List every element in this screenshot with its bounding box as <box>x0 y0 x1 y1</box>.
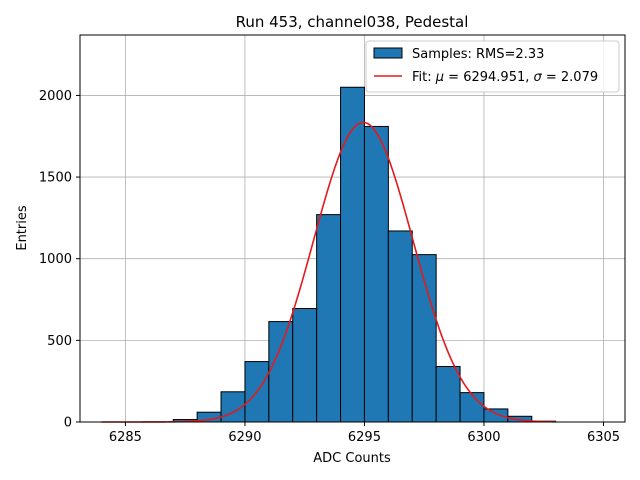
legend: Samples: RMS=2.33 Fit: μ = 6294.951, σ =… <box>365 40 620 93</box>
histogram-bar <box>268 321 294 423</box>
x-tick-label: 6285 <box>109 430 142 445</box>
chart-title: Run 453, channel038, Pedestal <box>236 13 469 31</box>
histogram-bar <box>292 308 318 423</box>
histogram-bars <box>172 86 557 423</box>
x-tick-label: 6295 <box>348 430 381 445</box>
y-tick-label: 2000 <box>39 89 72 104</box>
histogram-bar <box>363 125 389 423</box>
y-tick-label: 1000 <box>39 252 72 267</box>
legend-box <box>365 40 620 93</box>
x-axis-label: ADC Counts <box>313 451 391 466</box>
y-tick-label: 500 <box>47 334 72 349</box>
y-tick-label: 0 <box>64 416 72 431</box>
plot-frame <box>79 34 626 423</box>
histogram-bar <box>387 230 413 423</box>
legend-histogram-label: Samples: RMS=2.33 <box>412 47 544 62</box>
histogram-bar <box>340 86 365 423</box>
y-axis-label: Entries <box>15 205 30 251</box>
y-axis-ticks: 0 500 1000 1500 2000 <box>39 89 80 431</box>
legend-fit-label: Fit: μ = 6294.951, σ = 2.079 <box>412 70 598 85</box>
x-tick-label: 6290 <box>228 430 261 445</box>
y-tick-label: 1500 <box>39 171 72 186</box>
x-tick-label: 6300 <box>467 430 500 445</box>
x-axis-ticks: 6285 6290 6295 6300 6305 <box>109 422 620 445</box>
histogram-bar <box>459 392 485 423</box>
x-tick-label: 6305 <box>587 430 620 445</box>
plot-area: 6285 6290 6295 6300 6305 0 500 1000 1500 2000 <box>39 34 626 445</box>
histogram-bar <box>435 365 461 423</box>
legend-histogram-swatch <box>373 47 403 59</box>
histogram-bar <box>316 214 342 423</box>
histogram-bar <box>483 408 509 423</box>
